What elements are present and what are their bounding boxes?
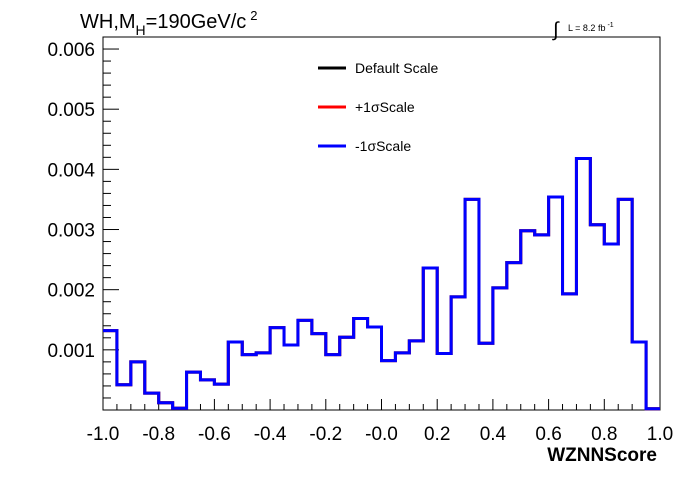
x-tick-label: -0.6 [198, 424, 231, 445]
x-tick-label: 0.6 [535, 424, 561, 445]
y-tick-label: 0.002 [47, 281, 95, 302]
y-tick-label: 0.006 [47, 40, 95, 61]
y-axis-tick-labels: 0.001 0.002 0.003 0.004 0.005 0.006 [47, 40, 95, 362]
x-tick-label: -1.0 [87, 424, 120, 445]
x-tick-label: 1.0 [647, 424, 673, 445]
x-axis-tick-labels: -1.0 -0.8 -0.6 -0.4 -0.2 -0.0 0.2 0.4 0.6 0.8 1.0 [87, 424, 674, 445]
title-superscript: 2 [250, 8, 257, 23]
x-tick-label: -0.8 [142, 424, 175, 445]
x-tick-label: 0.4 [480, 424, 507, 445]
x-axis-label: WZNNScore [547, 445, 657, 466]
lumi-integral-symbol: ∫ [552, 19, 560, 41]
x-tick-label: -0.4 [254, 424, 287, 445]
y-tick-label: 0.003 [47, 221, 95, 242]
lumi-label: L = 8.2 fb -1 [568, 22, 614, 33]
series-line-3 [103, 157, 660, 411]
x-tick-label: -0.0 [365, 424, 398, 445]
legend-label: Default Scale [355, 60, 438, 76]
lumi-superscript: -1 [607, 22, 613, 29]
y-tick-label: 0.001 [47, 341, 95, 362]
legend-label: +1σScale [355, 99, 415, 115]
x-tick-label: 0.2 [424, 424, 450, 445]
legend-label: -1σScale [355, 138, 411, 154]
y-tick-label: 0.005 [47, 100, 95, 121]
series-layer [103, 157, 660, 411]
chart-title: WH,MH=190GeV/c 2 [80, 8, 258, 38]
x-tick-label: 0.8 [591, 424, 617, 445]
y-axis-ticks [103, 36, 119, 399]
y-tick-label: 0.004 [47, 160, 95, 181]
x-tick-label: -0.2 [309, 424, 342, 445]
title-subscript: H [136, 22, 146, 38]
legend: Default Scale +1σScale -1σScale [318, 60, 438, 154]
